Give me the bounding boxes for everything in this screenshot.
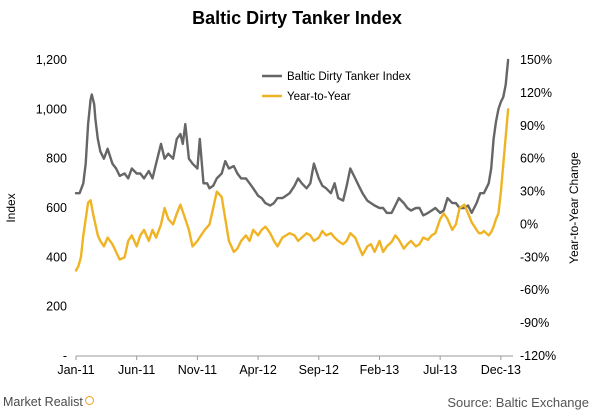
brand-name: Market Realist bbox=[3, 395, 83, 409]
y-tick-label: - bbox=[63, 349, 67, 363]
x-tick-label: Jan-11 bbox=[57, 363, 94, 377]
series-layer bbox=[74, 58, 510, 272]
y2-tick-label: -120% bbox=[520, 349, 556, 363]
y-tick-label: 800 bbox=[46, 152, 67, 166]
y2-axis-title: Year-to-Year Change bbox=[567, 152, 581, 264]
y-tick-label: 1,000 bbox=[36, 102, 67, 116]
magnifier-icon bbox=[84, 396, 94, 405]
y-tick-label: 200 bbox=[46, 300, 67, 314]
y-tick-label: 600 bbox=[46, 201, 67, 215]
y2-tick-label: -60% bbox=[520, 283, 549, 297]
axis-ticks: - 200 400 600 800 1,000 1,200 -120% -90% -60% -30%… bbox=[36, 53, 556, 377]
x-tick-label: Jul-13 bbox=[423, 363, 457, 377]
y2-tick-label: 0% bbox=[520, 217, 538, 231]
y2-tick-label: 60% bbox=[520, 152, 545, 166]
y-tick-label: 1,200 bbox=[36, 53, 67, 67]
x-tick-label: Apr-12 bbox=[239, 363, 277, 377]
brand-logo: Market Realist bbox=[3, 395, 94, 409]
legend: Baltic Dirty Tanker Index Year-to-Year bbox=[262, 71, 411, 103]
series-line-index bbox=[74, 58, 510, 217]
y2-axis-title-group: Year-to-Year Change bbox=[567, 152, 581, 264]
chart-title: Baltic Dirty Tanker Index bbox=[192, 8, 402, 28]
x-tick-label: Jun-11 bbox=[118, 363, 155, 377]
x-tick-label: Feb-13 bbox=[360, 363, 400, 377]
series-line-year-to-year bbox=[74, 108, 510, 272]
y2-tick-label: 150% bbox=[520, 53, 552, 67]
y-axis-title: Index bbox=[4, 193, 18, 222]
x-tick-label: Sep-12 bbox=[299, 363, 339, 377]
y2-tick-label: -90% bbox=[520, 316, 549, 330]
legend-label: Year-to-Year bbox=[287, 91, 351, 103]
y2-tick-label: -30% bbox=[520, 250, 549, 264]
source-note: Source: Baltic Exchange bbox=[447, 395, 589, 410]
y-axis-title-group: Index bbox=[4, 193, 18, 222]
y2-tick-label: 120% bbox=[520, 86, 552, 100]
x-tick-label: Dec-13 bbox=[481, 363, 521, 377]
x-tick-label: Nov-11 bbox=[178, 363, 217, 377]
legend-label: Baltic Dirty Tanker Index bbox=[287, 71, 411, 83]
y-tick-label: 400 bbox=[46, 250, 67, 264]
footer: Market Realist Source: Baltic Exchange bbox=[0, 393, 599, 415]
y2-tick-label: 90% bbox=[520, 119, 545, 133]
y2-tick-label: 30% bbox=[520, 185, 545, 199]
